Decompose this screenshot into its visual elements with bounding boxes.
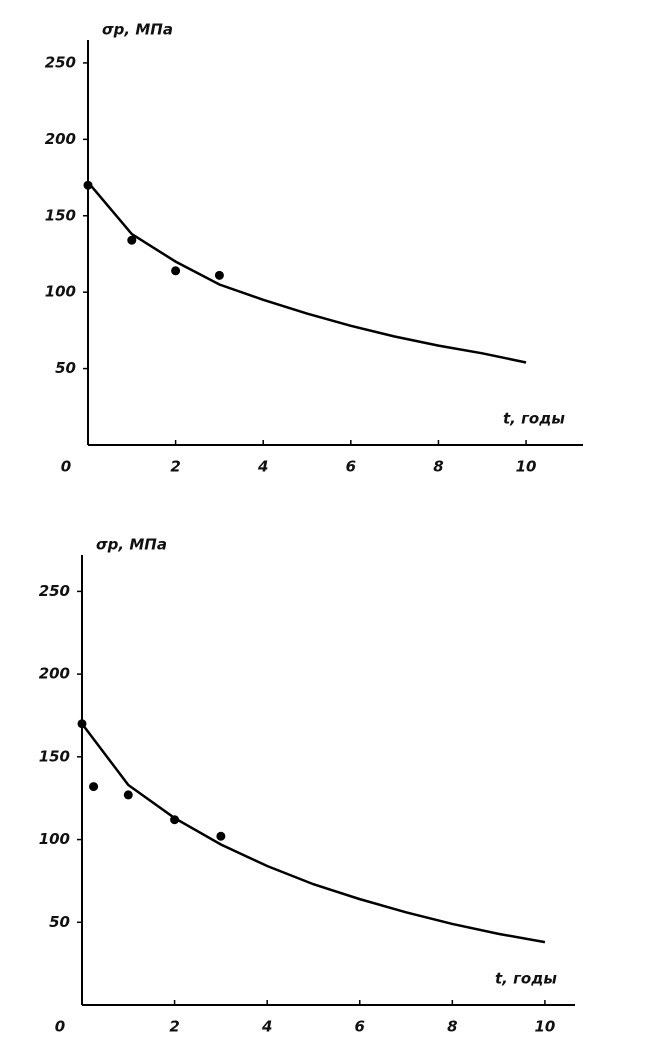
y-tick-label: 250 xyxy=(45,53,76,71)
x-tick-label: 10 xyxy=(516,458,537,476)
data-point xyxy=(127,235,137,245)
y-tick-label: 100 xyxy=(45,283,76,301)
y-axis-label: σp, МПа xyxy=(102,21,173,39)
data-point xyxy=(83,180,93,190)
y-tick-label: 100 xyxy=(39,830,70,848)
x-tick-label: 8 xyxy=(433,458,443,476)
fit-curve xyxy=(87,181,527,364)
x-tick-label: 8 xyxy=(447,1018,457,1036)
data-point xyxy=(170,815,180,825)
data-point xyxy=(123,790,133,800)
data-point xyxy=(89,782,99,792)
y-tick-label: 250 xyxy=(39,582,70,600)
y-tick-label: 150 xyxy=(45,206,76,224)
y-tick-label: 200 xyxy=(39,665,70,683)
data-point xyxy=(171,266,181,276)
x-tick-label: 0 xyxy=(55,1018,65,1036)
x-tick-label: 6 xyxy=(346,458,356,476)
x-tick-label: 4 xyxy=(261,1018,272,1036)
x-axis-label: t, годы xyxy=(495,970,557,988)
y-tick-label: 50 xyxy=(49,913,70,931)
data-point xyxy=(77,719,87,729)
fit-curve xyxy=(81,722,546,944)
x-tick-label: 10 xyxy=(534,1018,555,1036)
data-point xyxy=(216,831,226,841)
x-tick-label: 6 xyxy=(355,1018,365,1036)
x-tick-label: 2 xyxy=(170,458,180,476)
x-tick-label: 0 xyxy=(61,458,71,476)
y-tick-label: 200 xyxy=(45,130,76,148)
y-tick-label: 150 xyxy=(39,747,70,765)
y-axis-label: σp, МПа xyxy=(96,536,167,554)
x-tick-label: 2 xyxy=(169,1018,179,1036)
x-axis-label: t, годы xyxy=(503,410,565,428)
data-point xyxy=(214,270,224,280)
y-tick-label: 50 xyxy=(55,359,76,377)
x-tick-label: 4 xyxy=(257,458,268,476)
